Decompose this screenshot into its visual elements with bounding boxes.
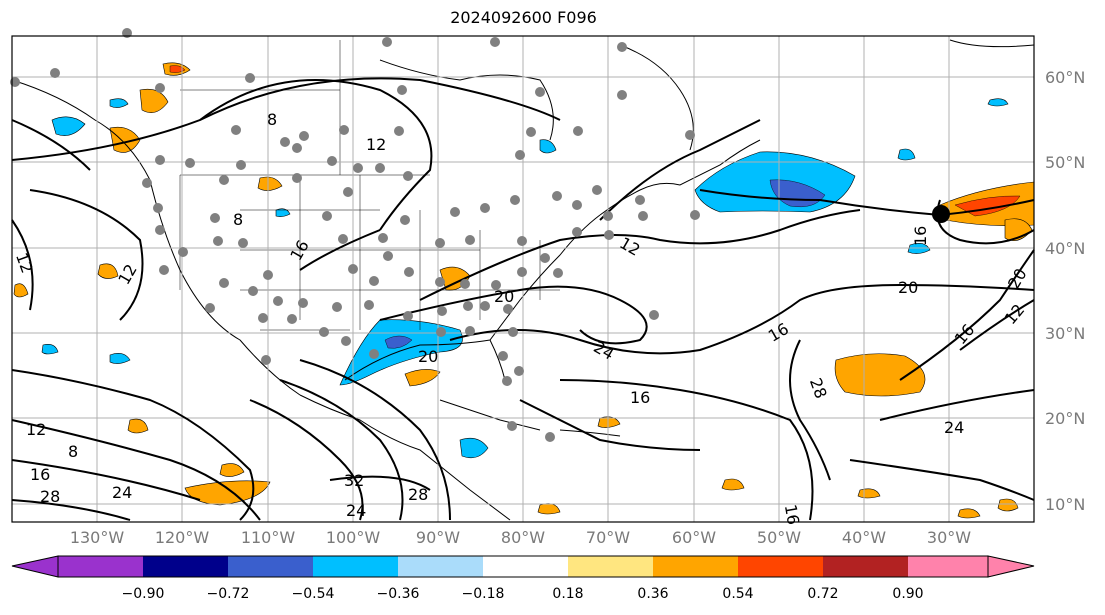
colorbar-tick-label: 0.90 [892,586,924,602]
colorbar-max-extension [987,555,1035,578]
lat-label: 60°N [1045,68,1086,87]
colorbar [11,555,1035,578]
lon-label: 60°W [671,528,717,547]
map-frame [11,35,1035,523]
lon-label: 100°W [325,528,381,547]
map-title: 2024092600 F096 [450,8,597,27]
colorbar-tick-label: −0.90 [121,586,165,602]
contour-label: 12 [366,135,386,154]
colorbar-segment [823,556,908,577]
colorbar-tick-label: −0.18 [461,586,505,602]
colorbar-tick-label: 0.18 [552,586,584,602]
contour-label: 28 [408,485,428,504]
lon-label: 130°W [69,528,125,547]
colorbar-segment [908,556,988,577]
lon-label: 120°W [154,528,210,547]
lat-label: 10°N [1045,495,1086,514]
positive-shading [13,62,1035,519]
contour-label: 16 [911,226,930,246]
state-borders [179,40,560,331]
colorbar-segment [738,556,823,577]
contour-label: 12 [26,420,46,439]
colorbar-tick-label: −0.72 [206,586,250,602]
colorbar-segment [143,556,228,577]
contour-label: 16 [30,465,50,484]
colorbar-segment [228,556,313,577]
colorbar-segment [398,556,483,577]
contour-label: 20 [418,347,438,366]
colorbar-tick-label: −0.54 [291,586,335,602]
lat-label: 50°N [1045,153,1086,172]
lat-label: 20°N [1045,409,1086,428]
contour-label: 24 [944,418,964,437]
contour-label: 24 [346,501,366,520]
contour-label: 16 [781,503,803,526]
lon-label: 90°W [415,528,461,547]
contour-label: 24 [112,483,132,502]
lon-label: 30°W [926,528,972,547]
contour-lines [11,77,1035,521]
colorbar-tick-label: −0.36 [376,586,420,602]
contour-label: 32 [344,471,364,490]
colorbar-segment [313,556,398,577]
contour-label: 16 [630,388,650,407]
lon-label: 40°W [841,528,887,547]
lon-label: 70°W [585,528,631,547]
contour-label: 20 [494,287,514,306]
lat-label: 40°N [1045,239,1086,258]
colorbar-tick-label: 0.36 [637,586,669,602]
colorbar-min-extension [11,555,59,578]
storm-center-marker [932,205,950,223]
colorbar-frame [57,555,989,578]
contour-label: 8 [68,442,78,461]
contour-label: 8 [233,210,243,229]
colorbar-segment [653,556,738,577]
lat-label: 30°N [1045,324,1086,343]
lon-label: 80°W [500,528,546,547]
colorbar-segment [483,556,568,577]
colorbar-tick-label: 0.54 [722,586,754,602]
lon-label: 50°W [756,528,802,547]
colorbar-segment [58,556,143,577]
station-markers [10,28,700,442]
contour-label: 20 [898,278,918,297]
lon-label: 110°W [240,528,296,547]
colorbar-segment [568,556,653,577]
colorbar-tick-label: 0.72 [807,586,839,602]
contour-label: 8 [267,110,277,129]
contour-label: 28 [40,487,60,506]
